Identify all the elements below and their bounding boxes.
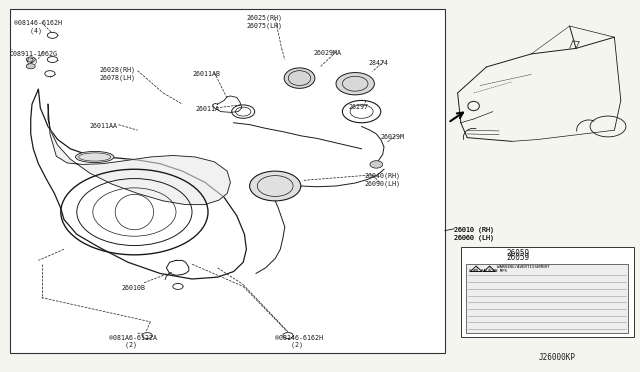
Text: 26011AA: 26011AA bbox=[90, 123, 118, 129]
Text: WARNING/AVERTISSEMENT: WARNING/AVERTISSEMENT bbox=[497, 265, 549, 269]
Text: 26297: 26297 bbox=[349, 104, 369, 110]
Polygon shape bbox=[31, 89, 246, 279]
Text: 26025(RH)
26075(LH): 26025(RH) 26075(LH) bbox=[246, 15, 282, 29]
Circle shape bbox=[45, 71, 55, 77]
Circle shape bbox=[370, 161, 383, 168]
Ellipse shape bbox=[284, 68, 315, 89]
Circle shape bbox=[173, 283, 183, 289]
Text: 26059: 26059 bbox=[507, 253, 530, 262]
Circle shape bbox=[250, 171, 301, 201]
Text: 26029MA: 26029MA bbox=[314, 50, 342, 56]
Ellipse shape bbox=[76, 151, 114, 163]
Text: ®08146-6162H
    (2): ®08146-6162H (2) bbox=[275, 335, 323, 348]
Text: 26028(RH)
26078(LH): 26028(RH) 26078(LH) bbox=[99, 67, 135, 81]
Circle shape bbox=[283, 333, 293, 339]
Text: Ô08911-1062G
    (2): Ô08911-1062G (2) bbox=[10, 50, 58, 64]
Circle shape bbox=[47, 32, 58, 38]
Circle shape bbox=[336, 73, 374, 95]
Bar bbox=[461, 247, 634, 337]
Circle shape bbox=[26, 64, 35, 69]
Text: !: ! bbox=[475, 267, 477, 272]
Bar bbox=[466, 264, 628, 333]
Text: 26010 (RH)
26060 (LH): 26010 (RH) 26060 (LH) bbox=[454, 227, 494, 241]
Text: !: ! bbox=[488, 267, 491, 272]
Circle shape bbox=[47, 57, 58, 62]
Polygon shape bbox=[48, 104, 230, 205]
Text: 26040(RH)
26090(LH): 26040(RH) 26090(LH) bbox=[365, 173, 401, 187]
Text: 28474: 28474 bbox=[368, 60, 388, 65]
Text: J26000KP: J26000KP bbox=[538, 353, 575, 362]
Circle shape bbox=[26, 57, 35, 62]
Text: ®081A6-6122A
    (2): ®081A6-6122A (2) bbox=[109, 335, 157, 348]
Text: 26029M: 26029M bbox=[381, 134, 404, 140]
Text: FORE-HALOGEN MPS: FORE-HALOGEN MPS bbox=[469, 269, 507, 273]
Text: 26011AB: 26011AB bbox=[192, 71, 220, 77]
Text: 26059: 26059 bbox=[507, 249, 530, 258]
Text: 26011A: 26011A bbox=[195, 106, 219, 112]
Text: ®08146-6162H
    (4): ®08146-6162H (4) bbox=[14, 20, 62, 34]
Text: 26010B: 26010B bbox=[122, 285, 146, 291]
Text: 26010 (RH)
26060 (LH): 26010 (RH) 26060 (LH) bbox=[454, 227, 494, 241]
Circle shape bbox=[142, 333, 152, 339]
Bar bbox=[10, 9, 445, 353]
